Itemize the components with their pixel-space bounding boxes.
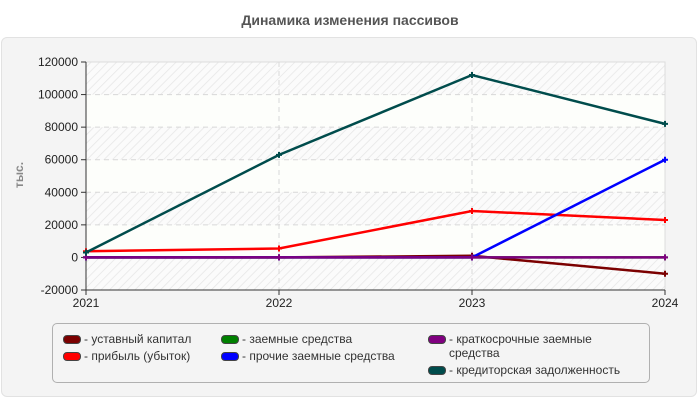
legend-item: - краткосрочные заемные средства — [428, 332, 648, 360]
svg-text:-20000: -20000 — [41, 283, 79, 297]
chart-title: Динамика изменения пассивов — [241, 12, 459, 28]
y-axis-label: тыс. — [12, 162, 26, 188]
svg-text:100000: 100000 — [38, 88, 78, 102]
series-line — [85, 73, 666, 254]
legend: - уставный капитал - прибыль (убыток) - … — [52, 323, 650, 383]
svg-text:20000: 20000 — [45, 218, 79, 232]
legend-swatch-icon — [63, 352, 81, 361]
legend-swatch-icon — [428, 366, 446, 375]
legend-swatch-icon — [63, 335, 81, 344]
legend-item: - кредиторская задолженность — [428, 363, 648, 377]
svg-text:2022: 2022 — [266, 296, 293, 310]
legend-item: - прочие заемные средства — [221, 349, 421, 363]
legend-swatch-icon — [221, 335, 239, 344]
legend-item: - уставный капитал — [63, 332, 213, 346]
legend-swatch-icon — [221, 352, 239, 361]
svg-text:60000: 60000 — [45, 153, 79, 167]
svg-text:40000: 40000 — [45, 185, 79, 199]
svg-text:0: 0 — [71, 250, 78, 264]
axes: 120000100000800006000040000200000-200002… — [38, 55, 679, 310]
legend-swatch-icon — [428, 335, 446, 344]
data-series — [83, 72, 668, 277]
svg-text:2024: 2024 — [652, 296, 679, 310]
legend-item: - заемные средства — [221, 332, 421, 346]
svg-text:2023: 2023 — [459, 296, 486, 310]
svg-text:120000: 120000 — [38, 55, 78, 69]
legend-item: - прибыль (убыток) — [63, 349, 213, 363]
svg-text:2021: 2021 — [73, 296, 100, 310]
svg-text:80000: 80000 — [45, 120, 79, 134]
series-line — [85, 209, 666, 253]
